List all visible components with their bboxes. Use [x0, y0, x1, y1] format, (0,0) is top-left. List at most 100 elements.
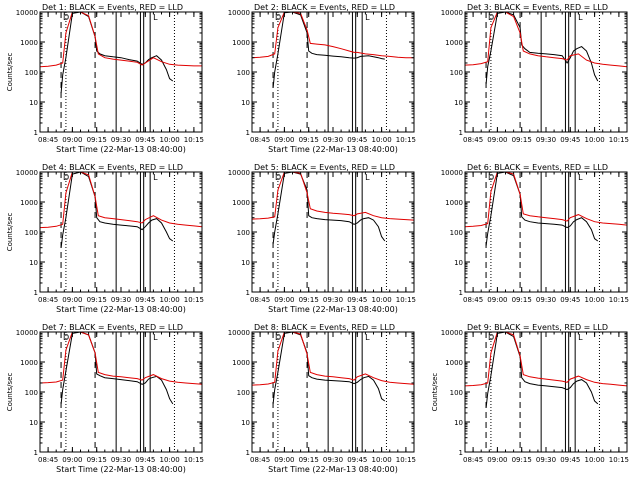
x-tick-label: 09:15 — [299, 456, 319, 464]
y-tick-label: 1000 — [445, 39, 463, 47]
y-tick-label: 10 — [29, 419, 38, 427]
y-tick-label: 10 — [241, 99, 250, 107]
x-tick-label: 10:15 — [609, 456, 629, 464]
x-tick-label: 10:00 — [372, 456, 392, 464]
x-tick-label: 09:00 — [487, 456, 507, 464]
x-tick-label: 09:00 — [274, 456, 294, 464]
x-tick-label: 09:45 — [135, 296, 155, 304]
annotation-label: D — [488, 13, 494, 22]
x-tick-label: 09:45 — [135, 136, 155, 144]
panel-title: Det 6: BLACK = Events, RED = LLD — [467, 163, 608, 172]
panel-title: Det 4: BLACK = Events, RED = LLD — [42, 163, 183, 172]
x-tick-label: 08:45 — [463, 136, 483, 144]
y-tick-label: 100 — [25, 69, 38, 77]
x-tick-label: 08:45 — [38, 296, 58, 304]
plot-frame — [39, 11, 203, 133]
y-axis-label: Counts/sec — [6, 373, 14, 412]
y-tick-label: 1 — [246, 289, 250, 297]
y-axis-label: Counts/sec — [431, 373, 439, 412]
series-line-events — [485, 12, 599, 84]
y-axis-label: Counts/sec — [6, 53, 14, 92]
x-tick-label: 09:15 — [299, 136, 319, 144]
y-tick-label: 10 — [454, 259, 463, 267]
y-tick-label: 10000 — [228, 9, 250, 17]
x-tick-label: 09:30 — [111, 136, 131, 144]
x-tick-label: 09:15 — [512, 136, 532, 144]
annotation-label: D — [275, 333, 281, 342]
x-tick-label: 09:45 — [135, 456, 155, 464]
y-tick-label: 1 — [34, 449, 38, 457]
x-tick-label: 10:00 — [585, 296, 605, 304]
x-tick-label: 09:45 — [347, 456, 367, 464]
x-tick-label: 09:00 — [487, 136, 507, 144]
panel-title: Det 1: BLACK = Events, RED = LLD — [42, 3, 183, 12]
x-tick-label: 10:00 — [160, 296, 180, 304]
x-tick-label: 09:30 — [111, 296, 131, 304]
annotation-label: L — [578, 13, 583, 22]
y-tick-label: 100 — [237, 389, 250, 397]
x-tick-label: 09:15 — [87, 296, 107, 304]
y-tick-label: 10000 — [228, 329, 250, 337]
y-tick-label: 1000 — [20, 39, 38, 47]
x-tick-label: 08:45 — [250, 456, 270, 464]
y-tick-label: 10000 — [441, 9, 463, 17]
y-tick-label: 10 — [454, 419, 463, 427]
x-tick-label: 09:15 — [512, 456, 532, 464]
series-line-lld — [465, 12, 627, 68]
annotation-label: L — [153, 13, 158, 22]
plot-frame — [464, 331, 628, 453]
x-tick-label: 09:15 — [87, 136, 107, 144]
annotation-label: D — [488, 173, 494, 182]
panel-title: Det 8: BLACK = Events, RED = LLD — [254, 323, 395, 332]
x-tick-label: 09:15 — [87, 456, 107, 464]
plot-frame — [251, 11, 415, 133]
annotation-label: D — [63, 13, 69, 22]
x-tick-label: 08:45 — [250, 136, 270, 144]
annotation-label: D — [275, 13, 281, 22]
plot-frame — [251, 171, 415, 293]
x-tick-label: 10:15 — [609, 296, 629, 304]
plot-frame — [464, 11, 628, 133]
x-tick-label: 09:30 — [111, 456, 131, 464]
y-tick-label: 10 — [454, 99, 463, 107]
annotation-label: L — [153, 333, 158, 342]
x-tick-label: 08:45 — [250, 296, 270, 304]
x-tick-label: 09:00 — [62, 456, 82, 464]
y-tick-label: 1000 — [232, 39, 250, 47]
series-line-lld — [40, 12, 202, 68]
y-tick-label: 1 — [459, 449, 463, 457]
x-tick-label: 09:00 — [274, 296, 294, 304]
x-tick-label: 10:15 — [609, 136, 629, 144]
series-line-events — [485, 332, 599, 408]
annotation-label: D — [488, 333, 494, 342]
panel-title: Det 3: BLACK = Events, RED = LLD — [467, 3, 608, 12]
y-tick-label: 1 — [246, 129, 250, 137]
y-tick-label: 100 — [450, 229, 463, 237]
y-tick-label: 10 — [29, 99, 38, 107]
x-tick-label: 09:00 — [62, 296, 82, 304]
y-tick-label: 10000 — [441, 329, 463, 337]
x-axis-label: Start Time (22-Mar-13 08:40:00) — [56, 465, 186, 474]
x-tick-label: 09:15 — [299, 296, 319, 304]
annotation-label: L — [365, 13, 370, 22]
annotation-label: D — [63, 173, 69, 182]
series-line-lld — [465, 172, 627, 228]
x-tick-label: 09:45 — [560, 296, 580, 304]
x-tick-label: 10:00 — [585, 136, 605, 144]
y-tick-label: 10000 — [16, 329, 38, 337]
series-line-events — [485, 172, 599, 246]
annotation-label: D — [63, 333, 69, 342]
panel-title: Det 7: BLACK = Events, RED = LLD — [42, 323, 183, 332]
series-line-lld — [40, 172, 202, 229]
y-axis-label: Counts/sec — [6, 213, 14, 252]
annotation-label: L — [153, 173, 158, 182]
y-tick-label: 10000 — [441, 169, 463, 177]
y-tick-label: 10000 — [16, 9, 38, 17]
x-tick-label: 10:15 — [396, 136, 416, 144]
x-tick-label: 09:30 — [323, 136, 343, 144]
x-tick-label: 09:45 — [347, 296, 367, 304]
x-tick-label: 08:45 — [38, 136, 58, 144]
y-tick-label: 10 — [241, 419, 250, 427]
